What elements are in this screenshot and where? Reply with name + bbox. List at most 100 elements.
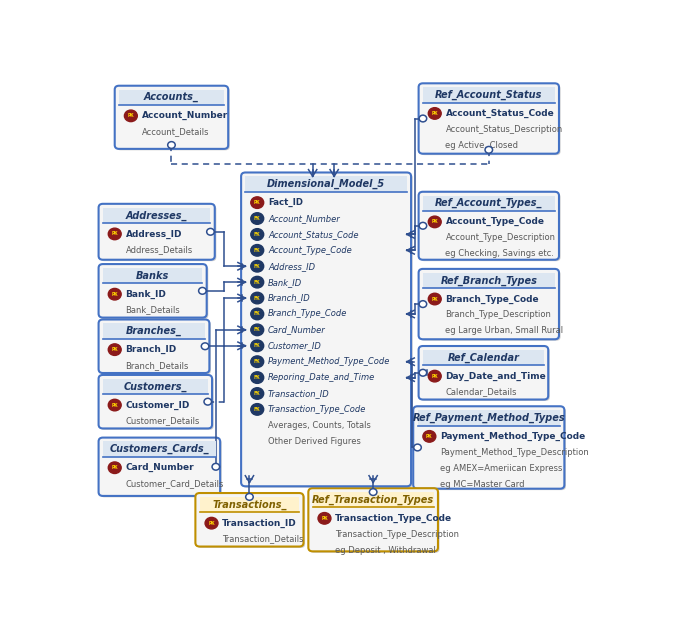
Text: Calendar_Details: Calendar_Details	[446, 387, 517, 396]
Text: Accounts_: Accounts_	[144, 92, 199, 103]
Text: FK: FK	[254, 343, 260, 348]
Text: Card_Number: Card_Number	[268, 326, 325, 334]
Text: Reporing_Date_and_Time: Reporing_Date_and_Time	[268, 373, 375, 382]
Bar	[312, 492, 434, 508]
Text: FK: FK	[254, 375, 260, 380]
Text: FK: FK	[254, 327, 260, 332]
Text: FK: FK	[254, 295, 260, 300]
Text: FK: FK	[254, 407, 260, 412]
Circle shape	[251, 197, 264, 208]
FancyBboxPatch shape	[420, 193, 561, 261]
Text: Transaction_Details: Transaction_Details	[222, 535, 304, 543]
Text: Other Derived Figures: Other Derived Figures	[268, 437, 361, 446]
Bar	[103, 379, 208, 394]
Text: Payment_Method_Type_Code: Payment_Method_Type_Code	[440, 432, 585, 441]
Text: FK: FK	[254, 264, 260, 269]
FancyBboxPatch shape	[418, 192, 559, 260]
Text: Branch_Details: Branch_Details	[126, 361, 189, 370]
Circle shape	[485, 146, 493, 153]
Circle shape	[108, 228, 121, 240]
Text: Address_ID: Address_ID	[268, 262, 315, 270]
FancyBboxPatch shape	[415, 408, 566, 490]
Text: Customers_: Customers_	[124, 381, 187, 392]
FancyBboxPatch shape	[99, 319, 210, 373]
Circle shape	[201, 343, 209, 350]
Text: Customer_Card_Details: Customer_Card_Details	[126, 479, 224, 488]
Bar	[103, 208, 210, 223]
Circle shape	[251, 356, 264, 367]
Bar	[418, 410, 560, 426]
Circle shape	[205, 517, 218, 529]
Circle shape	[212, 463, 219, 470]
Text: Ref_Branch_Types: Ref_Branch_Types	[441, 275, 537, 285]
Text: eg Checking, Savings etc.: eg Checking, Savings etc.	[446, 249, 555, 258]
FancyBboxPatch shape	[99, 438, 220, 496]
FancyBboxPatch shape	[197, 495, 305, 548]
Text: Branch_ID: Branch_ID	[126, 345, 177, 354]
Bar	[246, 177, 407, 192]
Text: Fact_ID: Fact_ID	[268, 198, 303, 207]
Text: Ref_Payment_Method_Types: Ref_Payment_Method_Types	[412, 413, 565, 423]
Text: FK: FK	[254, 232, 260, 237]
Circle shape	[251, 276, 264, 288]
Text: Bank_ID: Bank_ID	[268, 278, 303, 287]
Text: Customers_Cards_: Customers_Cards_	[110, 444, 209, 454]
Text: Transaction_Type_Code: Transaction_Type_Code	[268, 405, 366, 414]
Text: FK: FK	[254, 359, 260, 364]
FancyBboxPatch shape	[413, 406, 564, 489]
Circle shape	[251, 260, 264, 272]
Text: Dimensional_Model_5: Dimensional_Model_5	[267, 179, 385, 189]
Text: Address_ID: Address_ID	[126, 229, 182, 239]
Text: Transaction_Type_Description: Transaction_Type_Description	[335, 530, 459, 539]
Circle shape	[207, 228, 214, 235]
Text: Transactions_: Transactions_	[212, 500, 287, 510]
FancyBboxPatch shape	[100, 376, 214, 430]
Text: Branches_: Branches_	[126, 326, 182, 336]
Circle shape	[251, 372, 264, 383]
Text: Transaction_ID: Transaction_ID	[268, 389, 330, 398]
Text: PK: PK	[432, 111, 438, 116]
FancyBboxPatch shape	[100, 439, 222, 498]
Bar	[423, 196, 555, 211]
Circle shape	[251, 213, 264, 224]
Text: FK: FK	[254, 312, 260, 317]
Text: Payment_Method_Type_Description: Payment_Method_Type_Description	[440, 448, 589, 457]
Text: Ref_Account_Types_: Ref_Account_Types_	[435, 198, 543, 208]
FancyBboxPatch shape	[243, 174, 413, 488]
Circle shape	[423, 431, 436, 442]
FancyBboxPatch shape	[241, 173, 411, 486]
Bar	[423, 273, 555, 288]
Text: Ref_Account_Status: Ref_Account_Status	[435, 90, 543, 100]
Text: Account_Details: Account_Details	[142, 127, 209, 136]
Text: Payment_Method_Type_Code: Payment_Method_Type_Code	[268, 357, 391, 366]
Text: Ref_Transaction_Types: Ref_Transaction_Types	[312, 495, 434, 505]
Text: PK: PK	[112, 347, 118, 352]
Text: Averages, Counts, Totals: Averages, Counts, Totals	[268, 421, 371, 430]
FancyBboxPatch shape	[100, 321, 211, 374]
FancyBboxPatch shape	[418, 346, 548, 399]
Circle shape	[204, 398, 212, 405]
Text: PK: PK	[112, 232, 118, 237]
Circle shape	[419, 369, 427, 376]
Text: eg Deposit , Withdrawal: eg Deposit , Withdrawal	[335, 546, 436, 555]
Text: Customer_Details: Customer_Details	[126, 416, 200, 426]
FancyBboxPatch shape	[99, 375, 212, 428]
FancyBboxPatch shape	[100, 265, 208, 319]
FancyBboxPatch shape	[310, 490, 439, 553]
Circle shape	[419, 222, 427, 229]
Text: PK: PK	[321, 516, 328, 521]
Text: Account_Status_Code: Account_Status_Code	[268, 230, 359, 239]
Circle shape	[108, 462, 121, 473]
Text: Account_Type_Code: Account_Type_Code	[268, 246, 352, 255]
Text: Branch_Type_Code: Branch_Type_Code	[268, 309, 348, 319]
Bar	[423, 87, 555, 103]
Text: PK: PK	[112, 465, 118, 470]
Text: eg MC=Master Card: eg MC=Master Card	[440, 480, 525, 489]
Circle shape	[369, 489, 377, 495]
Circle shape	[251, 308, 264, 320]
Circle shape	[251, 387, 264, 399]
Circle shape	[428, 108, 441, 119]
Text: Addresses_: Addresses_	[126, 210, 187, 220]
Text: FK: FK	[254, 216, 260, 221]
FancyBboxPatch shape	[418, 269, 559, 339]
